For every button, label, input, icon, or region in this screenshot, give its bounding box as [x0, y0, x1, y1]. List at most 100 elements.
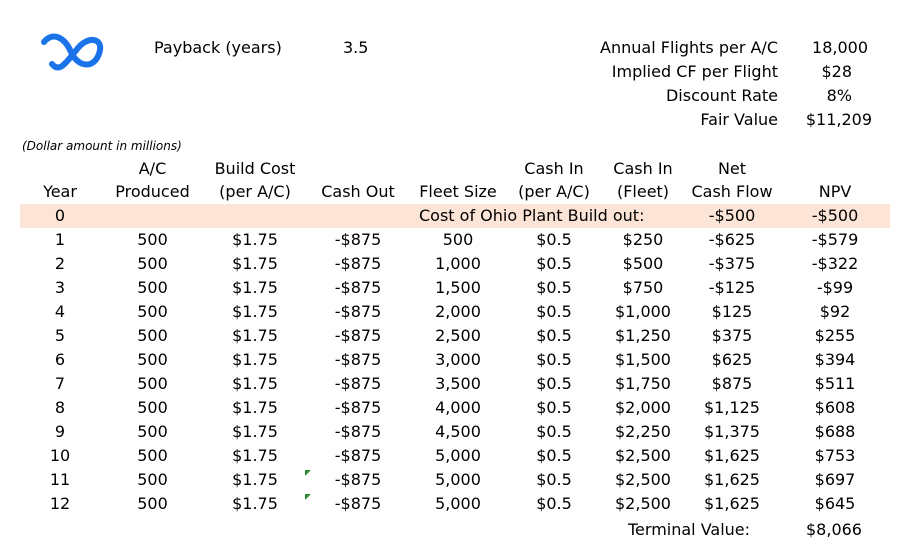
- cell-cash-in-ac: $0.5: [536, 470, 572, 489]
- row-0-net: -$500: [708, 206, 756, 225]
- cell-year: 10: [49, 446, 71, 465]
- cell-year: 1: [54, 230, 66, 249]
- units-note: (Dollar amount in millions): [22, 139, 182, 153]
- cell-fleet-size: 5,000: [435, 446, 481, 465]
- discount-rate-value: 8%: [826, 86, 852, 105]
- cell-cash-in-fleet: $1,500: [615, 350, 671, 369]
- table-row: 2 500 $1.75 -$875 1,000 $0.5 $500 -$375 -$322: [0, 252, 900, 276]
- cell-cash-in-ac: $0.5: [536, 398, 572, 417]
- cell-net-cash-flow: $875: [711, 374, 753, 393]
- cell-ac-produced: 500: [137, 230, 168, 249]
- cell-fleet-size: 5,000: [435, 494, 481, 513]
- col-header-year: Year: [43, 182, 77, 201]
- cell-net-cash-flow: -$375: [708, 254, 756, 273]
- cell-fleet-size: 2,500: [435, 326, 481, 345]
- cell-fleet-size: 3,000: [435, 350, 481, 369]
- cell-ac-produced: 500: [137, 398, 168, 417]
- cell-npv: $255: [814, 326, 856, 345]
- cell-npv: $753: [814, 446, 856, 465]
- cell-ac-produced: 500: [137, 470, 168, 489]
- cell-net-cash-flow: $625: [711, 350, 753, 369]
- cell-cash-in-fleet: $250: [622, 230, 664, 249]
- cell-net-cash-flow: -$625: [708, 230, 756, 249]
- annual-flights-value: 18,000: [812, 38, 868, 57]
- cell-year: 11: [49, 470, 71, 489]
- cell-year: 4: [54, 302, 66, 321]
- cell-cash-out: -$875: [334, 398, 382, 417]
- col-header-cash-in-ac-2: (per A/C): [518, 182, 590, 201]
- cell-fleet-size: 1,000: [435, 254, 481, 273]
- cell-cash-in-ac: $0.5: [536, 254, 572, 273]
- cell-year: 12: [49, 494, 71, 513]
- cell-ac-produced: 500: [137, 326, 168, 345]
- cell-build-cost: $1.75: [232, 254, 278, 273]
- cell-fleet-size: 500: [442, 230, 474, 249]
- cell-cash-in-fleet: $2,500: [615, 446, 671, 465]
- cell-cash-in-fleet: $2,500: [615, 470, 671, 489]
- table-row: 9 500 $1.75 -$875 4,500 $0.5 $2,250 $1,375 $688: [0, 420, 900, 444]
- cell-ac-produced: 500: [137, 254, 168, 273]
- cell-year: 5: [54, 326, 66, 345]
- cell-cash-in-ac: $0.5: [536, 302, 572, 321]
- row-0-label: Cost of Ohio Plant Build out:: [419, 206, 645, 225]
- cell-cash-out: -$875: [334, 374, 382, 393]
- cell-cash-in-ac: $0.5: [536, 422, 572, 441]
- cell-cash-out: -$875: [334, 422, 382, 441]
- cell-build-cost: $1.75: [232, 326, 278, 345]
- cell-npv: $511: [814, 374, 856, 393]
- cell-npv: -$579: [811, 230, 859, 249]
- table-row: 8 500 $1.75 -$875 4,000 $0.5 $2,000 $1,125 $608: [0, 396, 900, 420]
- cell-cash-out: -$875: [334, 494, 382, 513]
- cell-fleet-size: 1,500: [435, 278, 481, 297]
- cell-ac-produced: 500: [137, 422, 168, 441]
- terminal-value-label: Terminal Value:: [628, 520, 751, 539]
- col-header-ac-produced-2: Produced: [115, 182, 190, 201]
- table-row: 4 500 $1.75 -$875 2,000 $0.5 $1,000 $125 $92: [0, 300, 900, 324]
- cell-cash-in-ac: $0.5: [536, 374, 572, 393]
- cell-year: 3: [54, 278, 66, 297]
- cell-fleet-size: 4,000: [435, 398, 481, 417]
- cell-cash-in-fleet: $1,250: [615, 326, 671, 345]
- cell-npv: -$99: [816, 278, 854, 297]
- cell-net-cash-flow: $125: [711, 302, 753, 321]
- cell-build-cost: $1.75: [232, 398, 278, 417]
- cell-ac-produced: 500: [137, 302, 168, 321]
- row-0-year: 0: [54, 206, 66, 225]
- cell-year: 2: [54, 254, 66, 273]
- cell-cash-in-fleet: $1,000: [615, 302, 671, 321]
- cell-ac-produced: 500: [137, 350, 168, 369]
- cell-year: 6: [54, 350, 66, 369]
- col-header-cash-out: Cash Out: [321, 182, 395, 201]
- cell-ac-produced: 500: [137, 446, 168, 465]
- cell-cash-out: -$875: [334, 350, 382, 369]
- cell-cash-out: -$875: [334, 326, 382, 345]
- cell-cash-out: -$875: [334, 302, 382, 321]
- cell-npv: -$322: [811, 254, 859, 273]
- col-header-npv: NPV: [818, 182, 852, 201]
- cell-build-cost: $1.75: [232, 446, 278, 465]
- cell-cash-in-ac: $0.5: [536, 494, 572, 513]
- cell-build-cost: $1.75: [232, 302, 278, 321]
- cell-net-cash-flow: $1,625: [704, 446, 760, 465]
- cell-cash-out: -$875: [334, 446, 382, 465]
- cell-cash-in-fleet: $500: [622, 254, 664, 273]
- table-row: 1 500 $1.75 -$875 500 $0.5 $250 -$625 -$579: [0, 228, 900, 252]
- fair-value-label: Fair Value: [700, 110, 778, 129]
- cell-build-cost: $1.75: [232, 374, 278, 393]
- col-header-fleet-size: Fleet Size: [419, 182, 497, 201]
- table-row: 7 500 $1.75 -$875 3,500 $0.5 $1,750 $875 $511: [0, 372, 900, 396]
- cell-cash-in-ac: $0.5: [536, 326, 572, 345]
- cell-cash-out: -$875: [334, 278, 382, 297]
- cell-build-cost: $1.75: [232, 470, 278, 489]
- fair-value-value: $11,209: [805, 110, 872, 129]
- table-row: 10 500 $1.75 -$875 5,000 $0.5 $2,500 $1,625 $753: [0, 444, 900, 468]
- cell-npv: $394: [814, 350, 856, 369]
- cell-net-cash-flow: $1,125: [704, 398, 760, 417]
- table-row: 6 500 $1.75 -$875 3,000 $0.5 $1,500 $625 $394: [0, 348, 900, 372]
- cell-npv: $688: [814, 422, 856, 441]
- cell-year: 8: [54, 398, 66, 417]
- cell-build-cost: $1.75: [232, 278, 278, 297]
- cell-fleet-size: 3,500: [435, 374, 481, 393]
- cell-cash-in-fleet: $1,750: [615, 374, 671, 393]
- col-header-cash-in-fleet-1: Cash In: [613, 159, 673, 178]
